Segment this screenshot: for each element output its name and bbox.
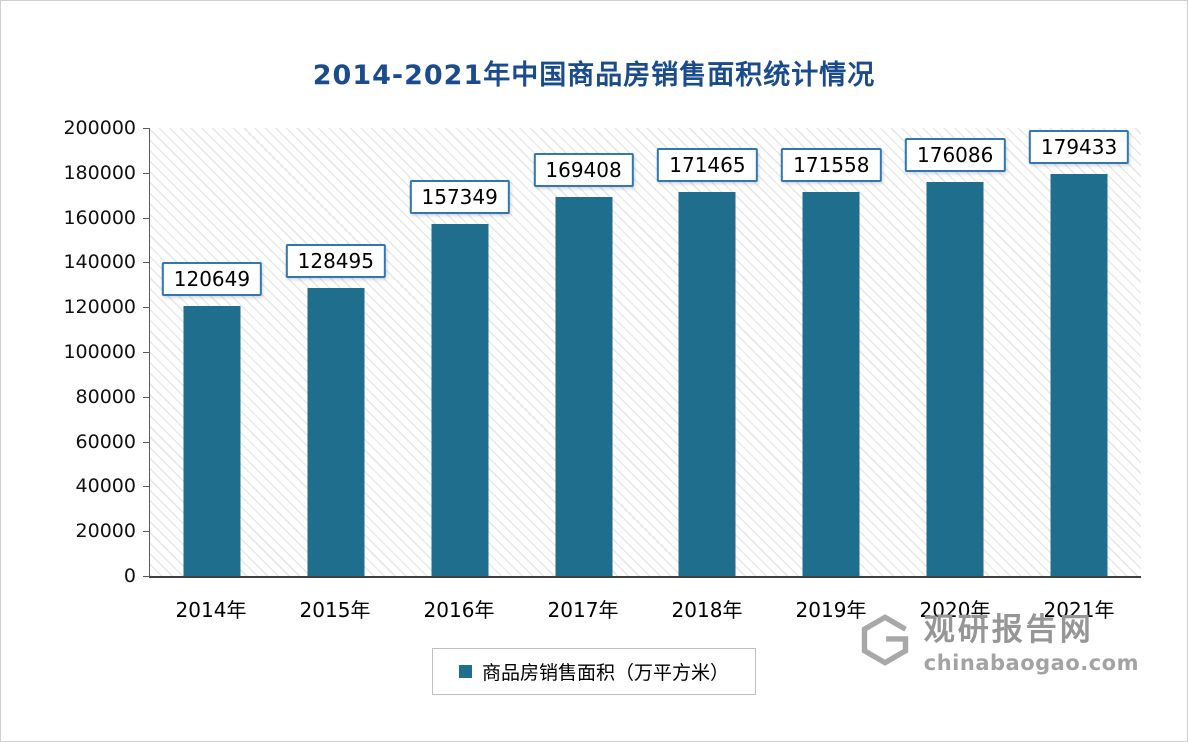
bar-2015年 xyxy=(307,288,365,576)
y-axis-tick xyxy=(143,352,150,353)
y-axis-label: 60000 xyxy=(75,430,136,453)
data-label: 171558 xyxy=(781,147,882,182)
y-axis-label: 140000 xyxy=(63,251,136,274)
x-axis-label: 2021年 xyxy=(1043,598,1115,622)
x-axis-label: 2016年 xyxy=(423,598,495,622)
y-axis-label: 160000 xyxy=(63,206,136,229)
y-axis-label: 120000 xyxy=(63,296,136,319)
watermark: 观研报告网 chinabaogao.com xyxy=(858,612,1139,675)
data-label: 179433 xyxy=(1028,130,1130,165)
y-axis-label: 180000 xyxy=(63,161,136,184)
chart-title: 2014-2021年中国商品房销售面积统计情况 xyxy=(312,60,876,91)
y-axis-label: 100000 xyxy=(63,341,136,363)
bar-2014年 xyxy=(183,305,241,576)
plot-area: 0 20000 40000 60000 80000 100000 120000 140000 1… xyxy=(63,117,1141,587)
y-axis-tick xyxy=(143,262,150,264)
chinabaogao-logo-icon xyxy=(861,614,909,666)
y-axis-tick xyxy=(143,172,150,174)
x-axis-label: 2017年 xyxy=(547,598,619,622)
y-axis-label: 20000 xyxy=(75,520,136,543)
y-axis-label: 0 xyxy=(123,565,136,587)
x-axis-label: 2018年 xyxy=(671,598,743,622)
y-axis-label: 40000 xyxy=(75,475,136,498)
y-axis-tick xyxy=(143,307,150,309)
x-axis-label: 2020年 xyxy=(919,598,991,622)
data-label: 171465 xyxy=(657,147,758,182)
y-axis-tick xyxy=(143,396,150,398)
watermark-name: 观研报告网 xyxy=(923,612,1094,648)
y-axis-label: 200000 xyxy=(63,117,136,139)
bar-2018年 xyxy=(678,191,736,576)
legend: 商品房销售面积（万平方米） xyxy=(431,648,757,695)
x-axis-label: 2014年 xyxy=(175,598,247,622)
bar-2017年 xyxy=(555,196,613,576)
y-axis-tick xyxy=(143,128,150,129)
x-axis-label: 2015年 xyxy=(299,598,371,622)
y-axis-tick xyxy=(143,531,150,533)
x-axis-label: 2019年 xyxy=(795,598,867,622)
data-label: 120649 xyxy=(161,261,263,296)
y-axis-tick xyxy=(143,441,150,443)
data-label: 176086 xyxy=(905,137,1006,172)
watermark-text: 观研报告网 chinabaogao.com xyxy=(923,612,1139,675)
y-axis-tick xyxy=(143,486,150,488)
data-label: 128495 xyxy=(285,244,386,279)
y-axis-label: 80000 xyxy=(75,385,136,408)
bar-2021年 xyxy=(1050,174,1108,576)
bar-2019年 xyxy=(802,191,860,576)
x-axis: 2014年 2015年 2016年 2017年 2018年 2019年 2020年 2021年 xyxy=(149,594,1141,624)
watermark-domain: chinabaogao.com xyxy=(923,650,1139,675)
bar-2020年 xyxy=(926,181,984,576)
y-axis-tick xyxy=(143,576,150,577)
y-axis-tick xyxy=(143,217,150,219)
legend-label: 商品房销售面积（万平方米） xyxy=(481,662,730,684)
bar-2016年 xyxy=(431,223,489,576)
data-label: 169408 xyxy=(533,152,634,187)
legend-swatch-icon xyxy=(458,665,472,678)
data-label: 157349 xyxy=(409,179,510,214)
